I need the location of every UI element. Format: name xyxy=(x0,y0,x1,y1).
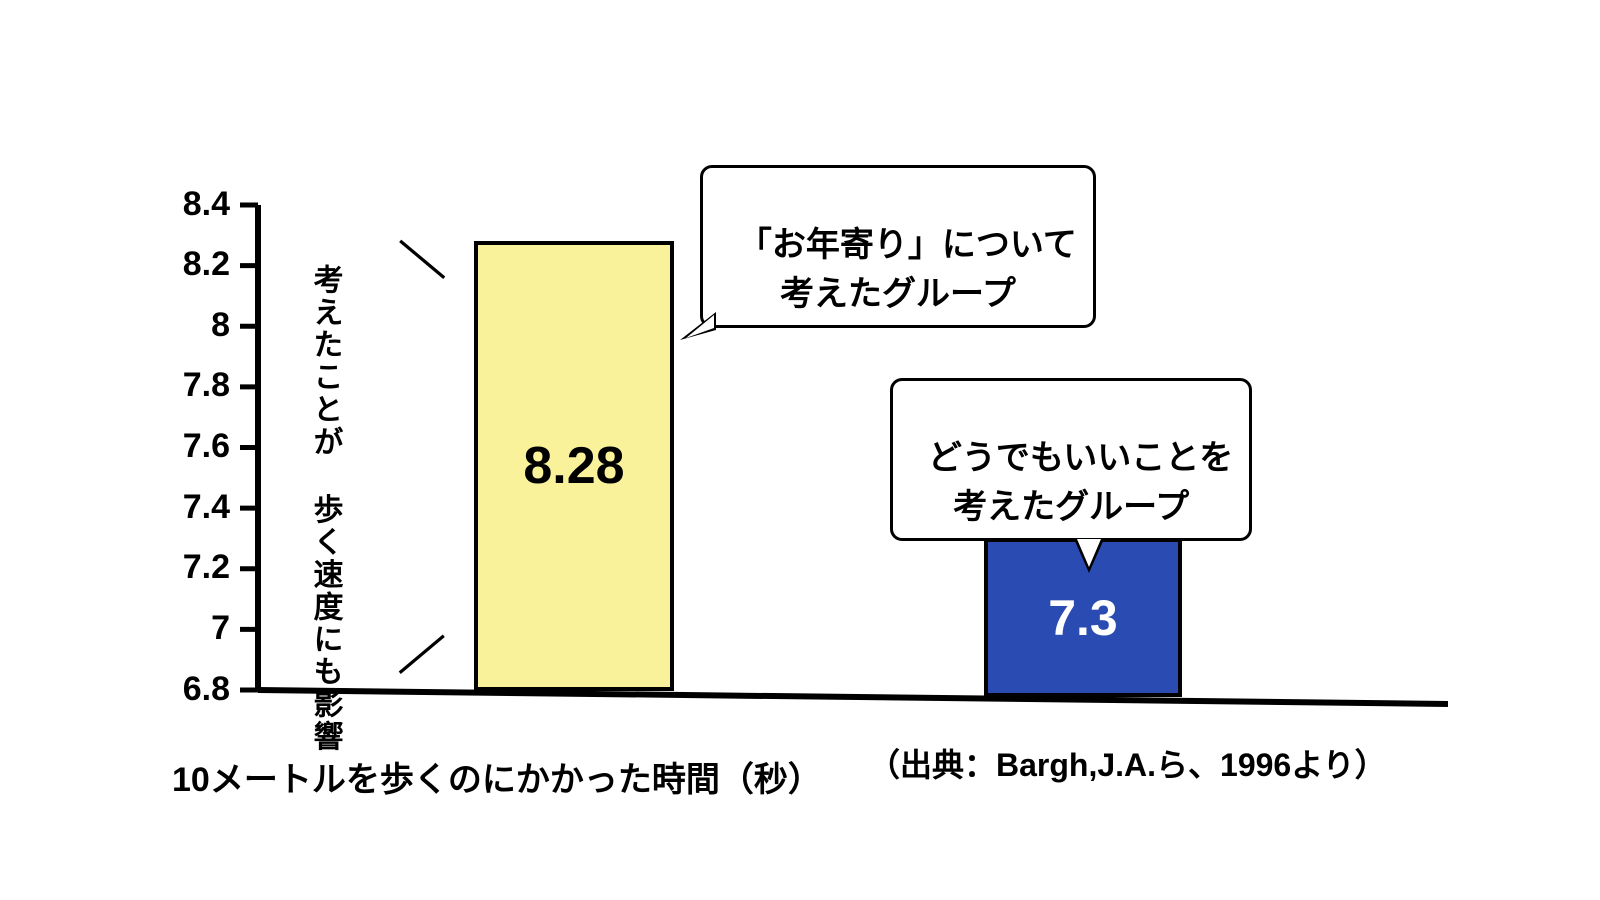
accent-slash-top-icon: ＼ xyxy=(397,223,446,291)
y-tick-label: 6.8 xyxy=(0,670,230,709)
y-tick-label: 7.4 xyxy=(0,488,230,527)
callout-neutral-text: どうでもいいことを 考えたグループ xyxy=(928,439,1233,526)
callout-elderly-text: 「お年寄り」について 考えたグループ xyxy=(738,226,1077,313)
y-tick-label: 8.2 xyxy=(0,245,230,284)
x-axis-label: 10メートルを歩くのにかかった時間（秒） xyxy=(172,752,822,801)
vertical-annotation: 考えたことが 歩く速度にも影響 xyxy=(306,264,344,753)
callout-elderly-tail-icon xyxy=(678,310,728,350)
y-tick-label: 7.2 xyxy=(0,548,230,587)
bar-elderly-value-label: 8.28 xyxy=(478,436,670,496)
callout-neutral-group: どうでもいいことを 考えたグループ xyxy=(890,378,1252,541)
bar-neutral-value-label: 7.3 xyxy=(988,589,1178,647)
y-tick-label: 8 xyxy=(0,306,230,345)
callout-elderly-group: 「お年寄り」について 考えたグループ xyxy=(700,165,1096,328)
y-tick-label: 7.6 xyxy=(0,427,230,466)
citation-text: （出典：Bargh,J.A.ら、1996より） xyxy=(868,740,1387,786)
y-tick-label: 7 xyxy=(0,609,230,648)
bar-elderly-group: 8.28 xyxy=(474,241,674,690)
y-tick-label: 8.4 xyxy=(0,185,230,224)
accent-slash-bottom-icon: ／ xyxy=(397,618,446,686)
callout-neutral-tail-icon xyxy=(1064,537,1114,577)
y-tick-label: 7.8 xyxy=(0,366,230,405)
